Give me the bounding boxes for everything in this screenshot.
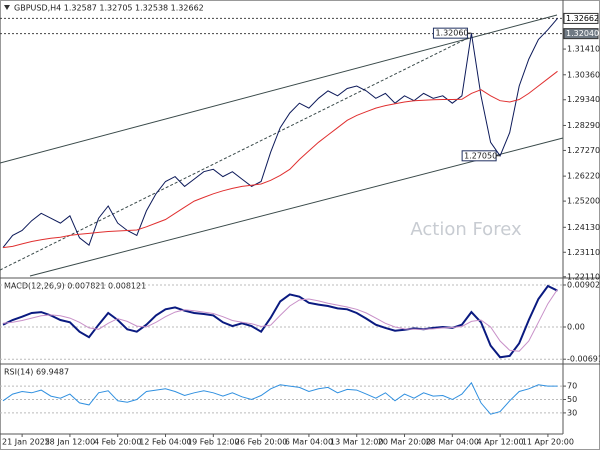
- collapse-icon: [4, 5, 10, 10]
- x-tick-label: 4 Apr 12:00: [477, 438, 524, 447]
- series-line: [2, 289, 558, 352]
- y-tick-label: 0.00: [567, 322, 585, 331]
- y-tick-label: 1.31410: [567, 45, 600, 54]
- macd-title: MACD(12,26,9) 0.007821 0.008121: [4, 282, 146, 291]
- y-tick-label: 1.30360: [567, 70, 600, 79]
- annotation-label: 1.32060: [435, 29, 468, 38]
- x-tick-label: 28 Mar 04:00: [426, 438, 479, 447]
- y-tick-label: 1.24130: [567, 223, 600, 232]
- y-tick-label: 1.26220: [567, 172, 600, 181]
- x-tick-label: 12 Feb 04:00: [139, 438, 191, 447]
- watermark: Action Forex: [410, 219, 522, 240]
- series-line: [2, 18, 558, 248]
- y-tick-label: 1.22110: [567, 272, 600, 281]
- x-tick-label: 20 Mar 20:00: [378, 438, 431, 447]
- y-tick-label: 1.29340: [567, 95, 600, 104]
- y-tick-label: 1.23110: [567, 248, 600, 257]
- price-level-box: [563, 12, 599, 24]
- price-level-box: [563, 28, 599, 40]
- annotation-box: [432, 27, 468, 39]
- x-tick-label: 6 Mar 04:00: [285, 438, 333, 447]
- y-tick-label: -0.006915: [567, 355, 600, 364]
- x-tick-label: 19 Feb 12:00: [187, 438, 239, 447]
- price-level-label: 1.32662: [566, 14, 599, 23]
- x-tick-label: 26 Feb 20:00: [235, 438, 287, 447]
- x-tick-label: 4 Feb 20:00: [94, 438, 141, 447]
- price-level-label: 1.32040: [566, 29, 599, 38]
- series-line: [2, 70, 558, 249]
- channel-upper: [0, 14, 558, 164]
- trend-dashed: [0, 36, 471, 271]
- annotation-box: [461, 150, 497, 162]
- y-tick-label: 0.00902: [567, 280, 600, 289]
- y-tick-label: 70: [567, 382, 577, 391]
- chart-title: GBPUSD,H4 1.32587 1.32705 1.32538 1.3266…: [14, 4, 204, 13]
- series-line: [2, 381, 558, 415]
- y-tick-label: 1.27270: [567, 146, 600, 155]
- y-tick-label: 30: [567, 408, 577, 417]
- annotation-label: 1.27050: [464, 151, 497, 160]
- y-tick-label: 50: [567, 395, 577, 404]
- x-tick-label: 11 Apr 20:00: [522, 438, 574, 447]
- x-tick-label: 21 Jan 2025: [2, 438, 50, 447]
- y-tick-label: 1.25200: [567, 197, 600, 206]
- rsi-title: RSI(14) 69.9487: [4, 368, 69, 377]
- x-tick-label: 13 Mar 12:00: [330, 438, 383, 447]
- y-tick-label: 1.28290: [567, 121, 600, 130]
- x-tick-label: 28 Jan 12:00: [45, 438, 96, 447]
